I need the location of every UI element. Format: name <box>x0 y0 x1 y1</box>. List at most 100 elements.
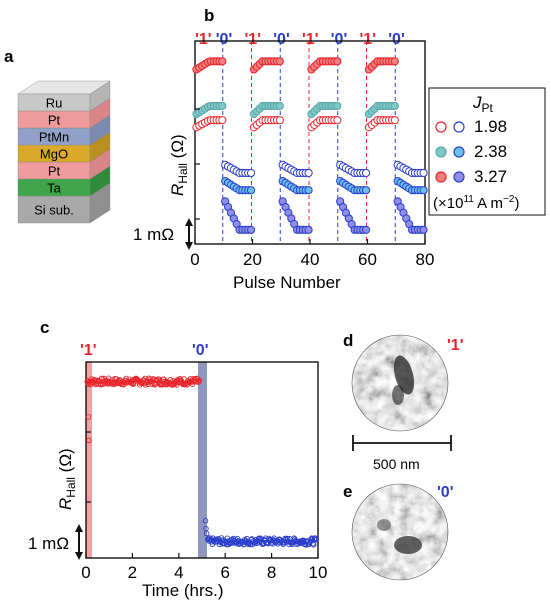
panel-c-scalebar-label: 1 mΩ <box>28 534 69 553</box>
data-point <box>310 541 317 548</box>
panel-b-state-labels: '1' '0' '1' '0' '1' '0' '1' '0' <box>195 31 405 48</box>
panel-d-label: d <box>343 331 353 350</box>
data-point <box>302 542 308 548</box>
x-tick-label: 80 <box>416 250 435 269</box>
panel-b-label: b <box>204 6 214 25</box>
panel-b-pulse-lines <box>222 41 396 244</box>
layer-label: Pt <box>48 113 61 128</box>
scalebar-500nm-label: 500 nm <box>373 456 420 472</box>
x-tick-label: 4 <box>174 563 183 582</box>
panel-c-pulse-1-bar <box>86 362 92 558</box>
panel-c-data-points <box>84 375 320 548</box>
data-point <box>419 186 428 195</box>
panel-b-x-label: Pulse Number <box>233 273 341 292</box>
panel-b-scalebar-label: 1 mΩ <box>133 225 174 244</box>
x-tick-label: 20 <box>243 250 262 269</box>
data-point <box>390 101 399 111</box>
panel-e-domain-image <box>352 484 448 580</box>
panel-c: c '1' '0' 0 2 4 6 8 10 Time (hrs.) RHall (Ω) … <box>28 318 327 600</box>
panel-b-state-label: '1' <box>302 31 319 48</box>
legend-units: (×1011 A m−2) <box>433 194 519 212</box>
legend-marker-0 <box>453 121 465 133</box>
data-point <box>275 57 284 66</box>
layer-label: PtMn <box>39 130 69 145</box>
panel-b-state-label: '0' <box>388 31 405 48</box>
data-point <box>390 57 399 66</box>
data-point <box>304 186 313 195</box>
x-tick-label: 0 <box>190 250 199 269</box>
panel-b-state-label: '1' <box>245 31 262 48</box>
data-point <box>159 382 165 388</box>
legend-marker-0 <box>453 146 465 158</box>
data-point <box>333 101 342 111</box>
data-point <box>275 101 284 111</box>
legend-box <box>428 87 546 216</box>
data-point <box>419 225 428 234</box>
legend-marker-1 <box>435 171 447 183</box>
legend-entry-label: 2.38 <box>474 142 507 161</box>
data-point <box>304 225 313 234</box>
panel-c-state-0: '0' <box>192 342 209 359</box>
panel-e-state: '0' <box>437 484 454 501</box>
data-point <box>99 375 105 382</box>
panel-b: b '1' '0' '1' '0' '1' '0' '1' '0' 0 20 40 60 80 Pul… <box>133 6 434 292</box>
panel-d-state: '1' <box>447 337 464 354</box>
panel-b-legend: JPt 1.98 2.38 3.27 (×1011 A m−2) <box>428 87 546 216</box>
data-point <box>333 57 342 66</box>
data-point <box>109 376 116 383</box>
data-point <box>275 116 284 125</box>
panel-c-x-label: Time (hrs.) <box>142 581 224 600</box>
layer-label: Si sub. <box>34 203 74 218</box>
x-tick-label: 40 <box>301 250 320 269</box>
layer-side-face <box>89 80 111 112</box>
data-point <box>193 379 200 385</box>
legend-entry-label: 3.27 <box>474 167 507 186</box>
panel-a: a Si sub. Ta Pt MgO PtMn Pt Ru <box>4 47 111 224</box>
panel-c-x-ticks: 0 2 4 6 8 10 <box>81 553 327 582</box>
data-point <box>203 530 210 537</box>
layer-label: MgO <box>40 147 68 162</box>
layer-label: Ru <box>46 96 63 111</box>
layer-front-face <box>17 195 91 224</box>
x-tick-label: 60 <box>358 250 377 269</box>
data-point <box>246 168 256 178</box>
panel-b-y-ticks <box>195 108 200 220</box>
panel-b-state-label: '0' <box>331 31 348 48</box>
data-point <box>218 57 227 66</box>
data-point <box>361 225 371 234</box>
data-point <box>361 168 371 178</box>
legend-marker-1 <box>435 121 447 133</box>
panel-a-label: a <box>4 47 14 66</box>
data-point <box>333 116 342 125</box>
legend-entry-label: 1.98 <box>474 117 507 136</box>
layer-label: Ta <box>47 181 62 196</box>
legend-marker-0 <box>453 171 465 183</box>
data-point <box>85 414 92 420</box>
panel-b-state-label: '0' <box>216 31 233 48</box>
panel-c-axes-frame <box>85 361 319 559</box>
panel-b-data-points <box>192 57 428 234</box>
panel-c-y-ticks <box>86 431 91 503</box>
panel-d-domain-image <box>352 335 448 431</box>
data-point <box>86 437 92 444</box>
data-point <box>361 186 371 195</box>
x-tick-label: 8 <box>267 563 276 582</box>
data-point <box>419 168 428 178</box>
panel-b-state-label: '0' <box>273 31 290 48</box>
panel-c-label: c <box>40 318 49 337</box>
panel-c-scalebar: 1 mΩ <box>28 524 83 560</box>
data-point <box>390 116 399 125</box>
panel-e-label: e <box>343 482 352 501</box>
panel-c-pulse-0-bar <box>198 362 207 558</box>
data-point <box>218 101 227 111</box>
x-tick-label: 0 <box>81 563 90 582</box>
data-point <box>313 536 320 543</box>
x-tick-label: 6 <box>220 563 229 582</box>
panel-b-state-label: '1' <box>195 31 212 48</box>
layer-ru: Ru <box>17 80 111 112</box>
data-point <box>301 538 307 545</box>
data-point <box>196 377 203 383</box>
panel-b-x-ticks: 0 20 40 60 80 <box>190 239 434 269</box>
panel-b-y-label: RHall (Ω) <box>168 134 190 196</box>
